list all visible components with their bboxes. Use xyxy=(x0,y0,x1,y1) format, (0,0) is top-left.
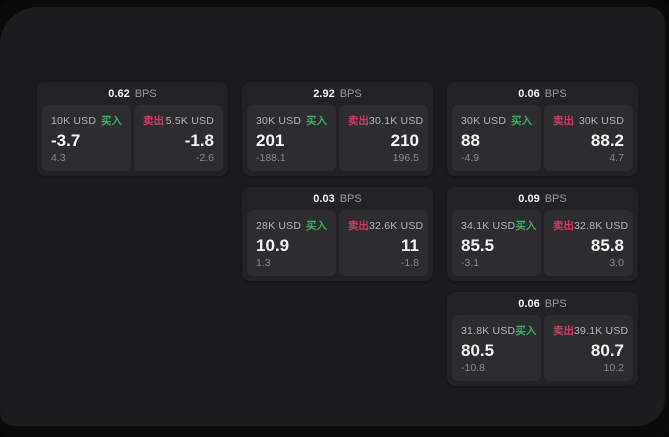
sell-side-label: 卖出 xyxy=(553,220,574,232)
bps-value: 2.92 xyxy=(313,87,335,100)
buy-panel[interactable]: 34.1K USD 买入 85.5 -3.1 xyxy=(452,210,541,276)
bps-value: 0.06 xyxy=(518,297,540,310)
quote-card[interactable]: 0.06 BPS 31.8K USD 买入 80.5 -10.8 卖 xyxy=(447,292,638,386)
buy-side-label: 买入 xyxy=(515,325,537,337)
card-header: 0.06 BPS xyxy=(452,82,633,105)
bps-value: 0.62 xyxy=(108,87,130,100)
card-header: 0.62 BPS xyxy=(42,82,223,105)
quote-card[interactable]: 0.03 BPS 28K USD 买入 10.9 1.3 卖出 xyxy=(242,187,433,281)
buy-side-label: 买入 xyxy=(101,115,122,127)
sell-amount: 39.1K USD xyxy=(574,324,629,337)
sell-side-label: 卖出 xyxy=(348,220,369,232)
card-body: 30K USD 买入 201 -188.1 卖出 30.1K USD 210 1… xyxy=(247,105,428,171)
quotes-grid: 0.62 BPS 10K USD 买入 -3.7 4.3 卖出 xyxy=(37,82,638,386)
sell-panel[interactable]: 卖出 5.5K USD -1.8 -2.6 xyxy=(134,105,223,171)
buy-side-label: 买入 xyxy=(515,220,537,232)
buy-sub-value: -188.1 xyxy=(256,152,286,164)
sell-side-label: 卖出 xyxy=(553,115,574,127)
bps-value: 0.03 xyxy=(313,192,335,205)
card-header: 2.92 BPS xyxy=(247,82,428,105)
buy-amount: 30K USD xyxy=(256,114,302,127)
card-body: 34.1K USD 买入 85.5 -3.1 卖出 32.8K USD 85.8… xyxy=(452,210,633,276)
bps-value: 0.09 xyxy=(518,192,540,205)
sell-panel[interactable]: 卖出 30.1K USD 210 196.5 xyxy=(339,105,428,171)
bps-unit-label: BPS xyxy=(544,87,567,100)
app-surface: 0.62 BPS 10K USD 买入 -3.7 4.3 卖出 xyxy=(0,7,665,426)
buy-side-label: 买入 xyxy=(511,115,532,127)
quote-card[interactable]: 0.06 BPS 30K USD 买入 88 -4.9 卖出 xyxy=(447,82,638,176)
bps-unit-label: BPS xyxy=(339,87,362,100)
sell-side-label: 卖出 xyxy=(348,115,369,127)
buy-sub-value: -3.1 xyxy=(461,257,480,269)
buy-side-label: 买入 xyxy=(306,115,327,127)
quote-card[interactable]: 0.09 BPS 34.1K USD 买入 85.5 -3.1 卖出 xyxy=(447,187,638,281)
buy-panel[interactable]: 10K USD 买入 -3.7 4.3 xyxy=(42,105,131,171)
card-header: 0.03 BPS xyxy=(247,187,428,210)
buy-amount: 34.1K USD xyxy=(461,219,516,232)
sell-panel[interactable]: 卖出 39.1K USD 80.7 10.2 xyxy=(544,315,633,381)
sell-sub-value: -2.6 xyxy=(195,152,214,164)
buy-price: -3.7 xyxy=(51,130,81,150)
buy-amount: 30K USD xyxy=(461,114,507,127)
card-body: 28K USD 买入 10.9 1.3 卖出 32.6K USD 11 -1.8 xyxy=(247,210,428,276)
sell-amount: 32.6K USD xyxy=(369,219,424,232)
card-body: 10K USD 买入 -3.7 4.3 卖出 5.5K USD -1.8 -2.… xyxy=(42,105,223,171)
card-header: 0.06 BPS xyxy=(452,292,633,315)
sell-price: 11 xyxy=(401,235,419,255)
buy-amount: 31.8K USD xyxy=(461,324,516,337)
sell-amount: 30.1K USD xyxy=(369,114,424,127)
sell-side-label: 卖出 xyxy=(553,325,574,337)
sell-price: 80.7 xyxy=(590,340,624,360)
sell-sub-value: -1.8 xyxy=(400,257,419,269)
bps-unit-label: BPS xyxy=(544,297,567,310)
sell-panel[interactable]: 卖出 30K USD 88.2 4.7 xyxy=(544,105,633,171)
bps-unit-label: BPS xyxy=(134,87,157,100)
sell-amount: 30K USD xyxy=(578,114,624,127)
quote-card[interactable]: 0.62 BPS 10K USD 买入 -3.7 4.3 卖出 xyxy=(37,82,228,176)
sell-amount: 32.8K USD xyxy=(574,219,629,232)
buy-sub-value: -4.9 xyxy=(461,152,480,164)
buy-price: 88 xyxy=(461,130,480,150)
sell-amount: 5.5K USD xyxy=(165,114,214,127)
buy-price: 10.9 xyxy=(256,235,290,255)
sell-side-label: 卖出 xyxy=(143,115,164,127)
buy-side-label: 买入 xyxy=(306,220,327,232)
buy-panel[interactable]: 31.8K USD 买入 80.5 -10.8 xyxy=(452,315,541,381)
buy-amount: 10K USD xyxy=(51,114,97,127)
card-body: 31.8K USD 买入 80.5 -10.8 卖出 39.1K USD 80.… xyxy=(452,315,633,381)
buy-sub-value: 4.3 xyxy=(51,152,66,164)
sell-price: 210 xyxy=(390,130,419,150)
sell-sub-value: 4.7 xyxy=(609,152,624,164)
sell-sub-value: 10.2 xyxy=(603,362,624,374)
sell-price: -1.8 xyxy=(184,130,214,150)
quote-card[interactable]: 2.92 BPS 30K USD 买入 201 -188.1 卖出 xyxy=(242,82,433,176)
sell-price: 85.8 xyxy=(590,235,624,255)
bps-unit-label: BPS xyxy=(339,192,362,205)
buy-price: 85.5 xyxy=(461,235,495,255)
sell-panel[interactable]: 卖出 32.8K USD 85.8 3.0 xyxy=(544,210,633,276)
sell-sub-value: 3.0 xyxy=(609,257,624,269)
card-header: 0.09 BPS xyxy=(452,187,633,210)
card-body: 30K USD 买入 88 -4.9 卖出 30K USD 88.2 4.7 xyxy=(452,105,633,171)
bps-unit-label: BPS xyxy=(544,192,567,205)
sell-price: 88.2 xyxy=(590,130,624,150)
sell-panel[interactable]: 卖出 32.6K USD 11 -1.8 xyxy=(339,210,428,276)
buy-price: 80.5 xyxy=(461,340,495,360)
buy-panel[interactable]: 28K USD 买入 10.9 1.3 xyxy=(247,210,336,276)
sell-sub-value: 196.5 xyxy=(392,152,419,164)
buy-panel[interactable]: 30K USD 买入 88 -4.9 xyxy=(452,105,541,171)
buy-sub-value: 1.3 xyxy=(256,257,271,269)
bps-value: 0.06 xyxy=(518,87,540,100)
buy-sub-value: -10.8 xyxy=(461,362,485,374)
buy-amount: 28K USD xyxy=(256,219,302,232)
buy-price: 201 xyxy=(256,130,285,150)
buy-panel[interactable]: 30K USD 买入 201 -188.1 xyxy=(247,105,336,171)
